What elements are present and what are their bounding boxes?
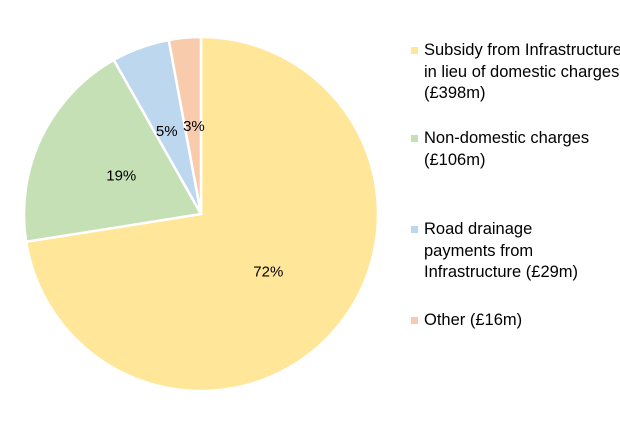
legend-swatch	[411, 226, 418, 233]
legend-label: Road drainage payments from Infrastructu…	[424, 220, 579, 281]
legend-swatch	[411, 317, 418, 324]
data-label: 19%	[106, 168, 136, 185]
legend-swatch	[411, 135, 418, 142]
pie-slice	[22, 58, 203, 244]
legend-label: Subsidy from Infrastructure in lieu of d…	[424, 41, 620, 102]
legend-swatch	[411, 47, 418, 54]
legend-label: Other (£16m)	[424, 311, 523, 329]
pie-slice	[167, 35, 203, 215]
data-label: 5%	[156, 123, 178, 140]
data-label: 72%	[253, 263, 283, 280]
legend-label: Non-domestic charges (£106m)	[424, 129, 590, 169]
data-label: 3%	[183, 118, 205, 135]
